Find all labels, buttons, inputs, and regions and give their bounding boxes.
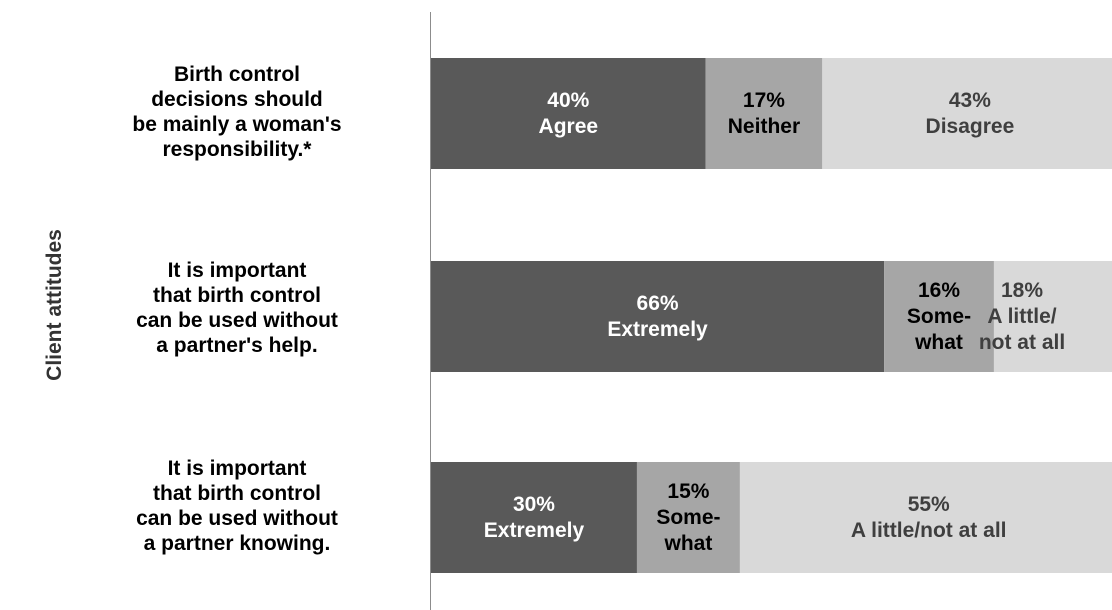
- bar-data-label: what: [914, 331, 963, 354]
- bar-data-label: 18%: [1001, 279, 1043, 302]
- category-label-line: that birth control: [153, 284, 321, 307]
- bar-data-label: Extremely: [607, 318, 708, 341]
- bar-data-label: 43%: [949, 89, 991, 112]
- bar-segment: [636, 462, 740, 573]
- category-label-line: responsibility.*: [162, 138, 312, 161]
- category-label-2: It is important that birth control can b…: [92, 258, 382, 358]
- bar-data-label: 55%: [908, 493, 950, 516]
- category-label-line: a partner knowing.: [143, 532, 331, 555]
- category-label-line: It is important: [167, 259, 307, 282]
- bar-data-label: 17%: [743, 89, 785, 112]
- category-label-line: be mainly a woman's: [132, 113, 342, 136]
- bar-segment: [431, 261, 885, 372]
- bar-segment: [431, 462, 637, 573]
- bar-segment: [739, 462, 1112, 573]
- category-label-1: Birth control decisions should be mainly…: [92, 62, 382, 162]
- category-label-line: that birth control: [153, 482, 321, 505]
- bar-segment: [822, 58, 1112, 169]
- bar-data-label: Neither: [728, 115, 800, 138]
- bar-data-label: 30%: [513, 493, 555, 516]
- category-label-line: Birth control: [174, 63, 300, 86]
- category-label-line: a partner's help.: [156, 334, 318, 357]
- bar-data-label: Some-: [656, 506, 720, 529]
- bar-data-label: A little/not at all: [851, 519, 1007, 542]
- bar-data-label: A little/: [987, 305, 1056, 328]
- bar-segment: [884, 261, 994, 372]
- bar-data-label: Agree: [539, 115, 599, 138]
- bar-data-label: 16%: [918, 279, 960, 302]
- category-label-line: decisions should: [151, 88, 323, 111]
- bar-data-label: 15%: [667, 480, 709, 503]
- bar-data-label: Disagree: [926, 115, 1015, 138]
- bar-data-label: not at all: [979, 331, 1065, 354]
- bar-segment: [705, 58, 823, 169]
- category-axis-line: [430, 12, 431, 610]
- category-label-line: can be used without: [136, 309, 338, 332]
- category-label-3: It is important that birth control can b…: [92, 456, 382, 556]
- category-label-line: It is important: [167, 457, 307, 480]
- bar-segment: [431, 58, 706, 169]
- bar-data-label: 40%: [547, 89, 589, 112]
- category-label-line: can be used without: [136, 507, 338, 530]
- bar-data-label: Some-: [907, 305, 971, 328]
- bar-segment: [993, 261, 1112, 372]
- bar-data-label: 66%: [637, 292, 679, 315]
- bar-data-label: what: [664, 532, 713, 555]
- bar-data-label: Extremely: [484, 519, 585, 542]
